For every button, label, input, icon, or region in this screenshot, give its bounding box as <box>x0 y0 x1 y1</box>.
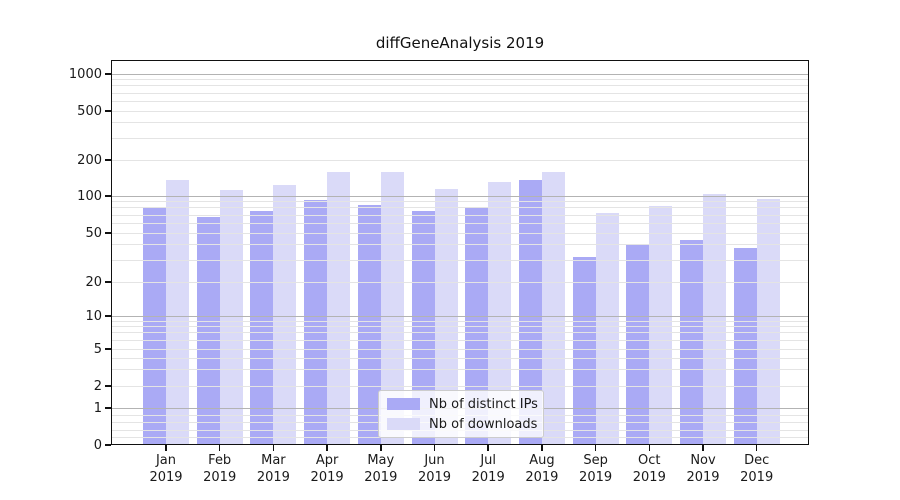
x-tick-label-jun: Jun 2019 <box>417 453 452 485</box>
y-tick-label: 50 <box>85 225 102 241</box>
x-tick-label-apr: Apr 2019 <box>310 453 344 485</box>
y-tick-label: 1000 <box>68 66 102 82</box>
x-tick-label-jan: Jan 2019 <box>149 453 183 485</box>
y-tick-label: 2 <box>93 378 102 394</box>
x-tick-label-aug: Aug 2019 <box>525 453 559 485</box>
y-tick-label: 100 <box>77 188 102 204</box>
x-tick-mark <box>380 445 382 451</box>
x-tick-mark <box>648 445 651 451</box>
x-tick-mark <box>755 445 758 451</box>
x-tick-label-dec: Dec 2019 <box>740 453 774 485</box>
x-tick-mark <box>218 445 221 451</box>
x-tick-label-nov: Nov 2019 <box>686 453 720 485</box>
y-tick-label: 1 <box>93 400 102 416</box>
x-tick-mark <box>594 445 597 451</box>
x-tick-mark <box>702 445 704 451</box>
x-tick-label-oct: Oct 2019 <box>632 453 666 485</box>
legend: Nb of distinct IPs Nb of downloads <box>378 390 544 438</box>
legend-label-distinct-ips: Nb of distinct IPs <box>429 396 538 412</box>
x-tick-label-sep: Sep 2019 <box>579 453 613 485</box>
x-tick-mark <box>326 445 328 451</box>
y-tick-label: 0 <box>93 437 102 453</box>
x-tick-mark <box>487 445 489 451</box>
x-tick-mark <box>272 445 275 451</box>
x-tick-label-jul: Jul 2019 <box>471 453 505 485</box>
legend-swatch-distinct-ips <box>387 398 420 410</box>
legend-swatch-downloads <box>387 418 420 430</box>
x-tick-label-mar: Mar 2019 <box>256 453 290 485</box>
x-tick-mark <box>165 445 167 451</box>
y-tick-label: 20 <box>85 274 102 290</box>
chart-title: diffGeneAnalysis 2019 <box>375 34 545 52</box>
axes-border <box>111 60 809 445</box>
y-tick-label: 10 <box>85 308 102 324</box>
x-tick-label-may: May 2019 <box>364 453 398 485</box>
y-tick-label: 5 <box>93 341 102 357</box>
x-tick-label-feb: Feb 2019 <box>203 453 237 485</box>
legend-item-distinct-ips: Nb of distinct IPs <box>387 396 538 412</box>
legend-item-downloads: Nb of downloads <box>387 416 538 432</box>
x-tick-mark <box>433 445 436 451</box>
y-tick-label: 500 <box>77 103 102 119</box>
y-tick-label: 200 <box>77 152 102 168</box>
x-tick-mark <box>541 445 543 451</box>
legend-label-downloads: Nb of downloads <box>429 416 538 432</box>
